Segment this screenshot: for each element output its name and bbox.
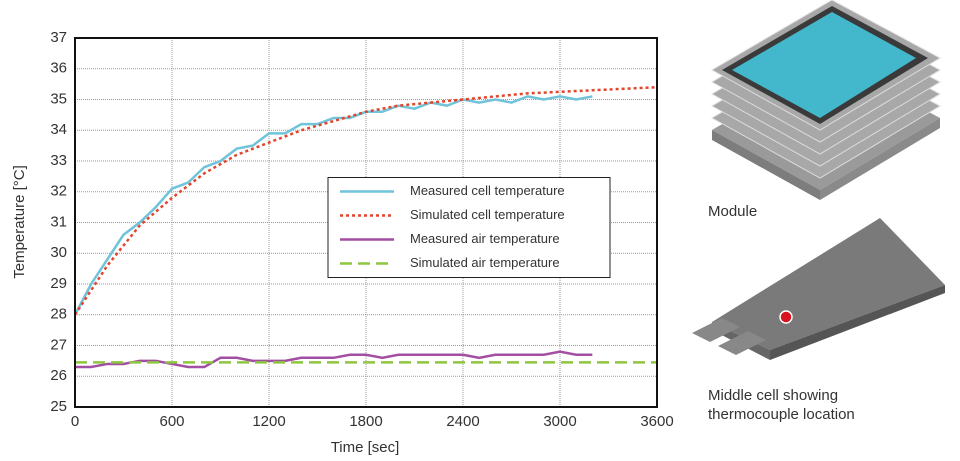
y-axis-title: Temperature [°C] [11,165,28,279]
y-tick-label: 27 [50,336,67,353]
x-axis-title: Time [sec] [331,439,400,456]
series-line [73,95,593,316]
annotation: Module [708,203,757,220]
series-line [75,350,593,369]
series-line [73,85,658,316]
annotation: thermocouple location [708,406,855,423]
y-tick-label: 35 [50,90,67,107]
y-tick-label: 34 [50,121,67,138]
x-tick-label: 600 [159,413,184,430]
y-tick-label: 32 [50,183,67,200]
y-tick-label: 30 [50,244,67,261]
y-tick-label: 29 [50,275,67,292]
x-tick-label: 3600 [640,413,673,430]
y-tick-label: 28 [50,306,67,323]
x-tick-label: 0 [71,413,79,430]
x-tick-label: 3000 [543,413,576,430]
x-tick-label: 1800 [349,413,382,430]
y-tick-label: 26 [50,367,67,384]
y-tick-label: 33 [50,152,67,169]
legend-label: Simulated air temperature [410,255,560,270]
legend-label: Measured air temperature [410,231,560,246]
cell-illustration [692,218,945,360]
legend: Measured cell temperature Simulated cell … [327,177,611,278]
x-tick-label: 2400 [446,413,479,430]
annotation: Middle cell showing [708,387,838,404]
y-tick-label: 37 [50,29,67,46]
legend-label: Simulated cell temperature [410,207,565,222]
module-illustration [710,0,942,200]
legend-label: Measured cell temperature [410,183,565,198]
y-tick-label: 36 [50,60,67,77]
y-tick-label: 31 [50,213,67,230]
legend-box [327,177,611,278]
y-tick-label: 25 [50,398,67,415]
plot-frame [74,37,658,408]
x-tick-label: 1200 [252,413,285,430]
